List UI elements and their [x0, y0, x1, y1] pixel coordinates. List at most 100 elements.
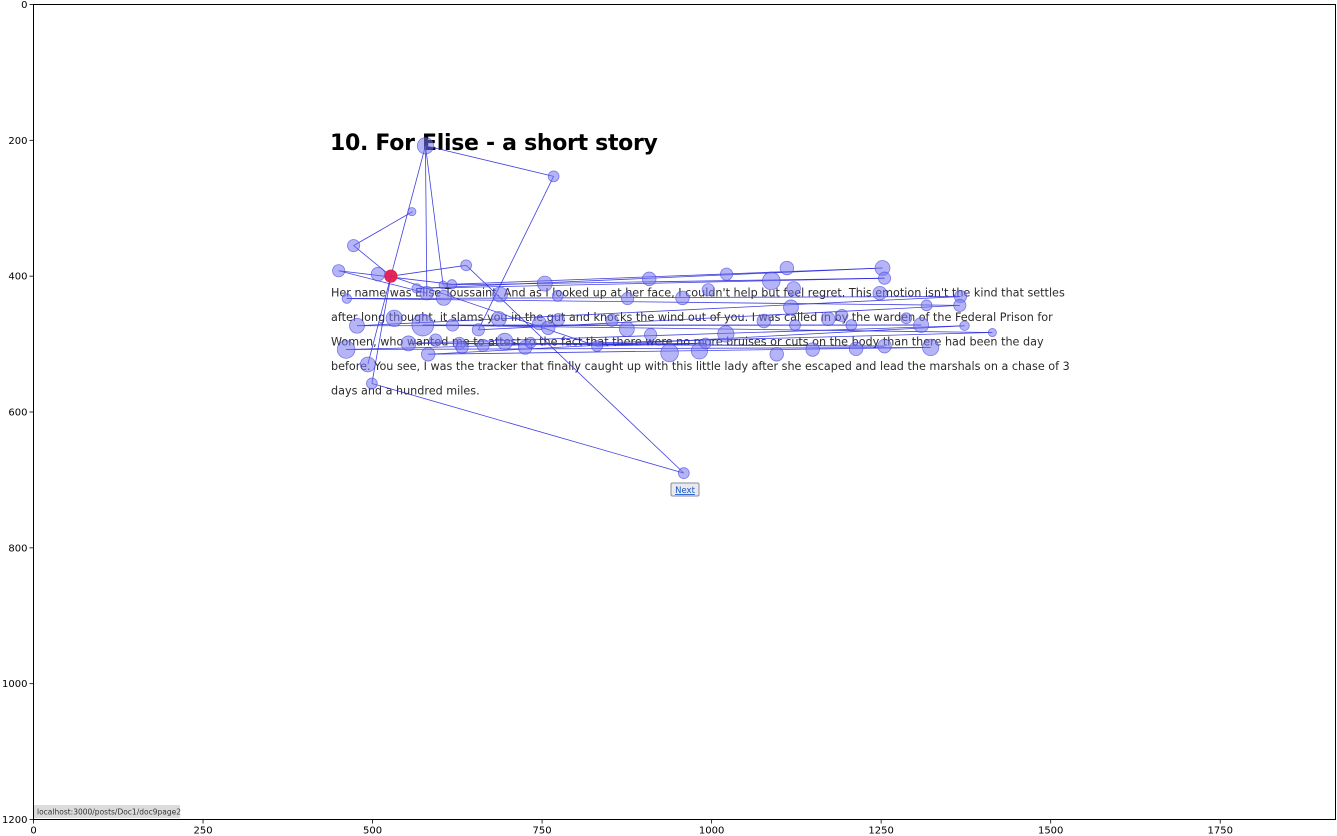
y-tick-label: 1000 [2, 679, 27, 690]
current-fixation-point [384, 269, 398, 283]
fixation-point [359, 356, 376, 373]
fixation-point [821, 311, 836, 327]
fixation-point [411, 283, 422, 294]
fixation-point [446, 279, 458, 290]
fixation-point [848, 341, 864, 357]
y-tick-label: 400 [8, 272, 27, 283]
next-button[interactable]: Next [670, 482, 700, 497]
fixation-point [677, 467, 690, 479]
fixation-point [411, 313, 435, 337]
status-bar: localhost:3000/posts/Doc1/doc9page2 [34, 805, 181, 818]
fixation-point [455, 340, 469, 354]
x-tick-label: 1500 [1038, 826, 1063, 836]
fixation-point [762, 271, 781, 291]
y-tick-label: 0 [21, 0, 27, 11]
y-tick-label: 800 [8, 543, 27, 554]
fixation-point [618, 321, 635, 338]
fixation-point [644, 328, 658, 342]
fixation-point [446, 318, 460, 332]
fixation-point [420, 347, 436, 362]
scanpath-segment [390, 264, 467, 277]
fixation-point [642, 271, 657, 287]
fixation-point [922, 338, 940, 357]
scanpath-segment [428, 325, 965, 355]
scanpath-segment [597, 343, 706, 347]
fixation-point [959, 320, 970, 331]
fixation-point [756, 313, 772, 329]
x-tick-label: 500 [363, 826, 382, 836]
fixation-point [416, 137, 435, 155]
fixation-point [435, 290, 452, 306]
x-tick-label: 1750 [1207, 826, 1232, 836]
fixation-point [786, 281, 801, 296]
fixation-point [349, 317, 365, 334]
fixation-point [341, 293, 352, 304]
scanpath-segment [428, 347, 931, 355]
fixation-point [385, 309, 403, 327]
fixation-point [347, 239, 361, 253]
fixation-point [701, 283, 715, 297]
fixation-point [717, 325, 735, 343]
fixation-point [878, 271, 892, 285]
fixation-point [845, 319, 858, 331]
fixation-point [660, 343, 679, 363]
fixation-point [438, 280, 448, 290]
fixation-point [699, 337, 712, 350]
x-tick-label: 1250 [868, 826, 893, 836]
fixation-point [987, 328, 997, 338]
fixation-point [400, 335, 417, 352]
fixation-point [419, 285, 435, 301]
y-tick-label: 600 [8, 408, 27, 419]
next-button-label[interactable]: Next [675, 486, 695, 496]
y-axis-ticks: 0 200 400 600 800 1000 1200 [2, 0, 34, 826]
fixation-point [429, 333, 443, 347]
fixation-point [805, 342, 820, 357]
scanpath-segment [371, 383, 684, 474]
fixation-point [720, 267, 734, 281]
fixations [332, 137, 997, 479]
paragraph-line: before. You see, I was the tracker that … [331, 360, 1070, 373]
paragraph-line: after long thought, it slams you in the … [331, 311, 1053, 324]
fixation-point [407, 207, 417, 217]
scanpath-segment [346, 347, 931, 350]
y-tick-label: 200 [8, 136, 27, 147]
page-title: 10. For Elise - a short story [330, 131, 658, 156]
status-bar-url: localhost:3000/posts/Doc1/doc9page2 [37, 808, 181, 817]
fixation-point [920, 299, 933, 312]
fixation-point [621, 292, 635, 306]
scanpath-segment [353, 211, 413, 246]
fixation-point [460, 259, 472, 272]
fixation-point [536, 275, 553, 292]
fixation-point [524, 336, 537, 349]
scanpath-segment [443, 277, 885, 286]
fixation-point [675, 290, 690, 306]
fixation-point [872, 285, 888, 301]
scanpath-segment [425, 145, 428, 294]
fixation-point [783, 299, 799, 316]
scanpath-segment [425, 145, 444, 286]
fixation-point [336, 340, 356, 359]
fixation-point [551, 290, 564, 302]
fixation-point [789, 319, 801, 331]
fixation-point [953, 298, 967, 312]
fixation-point [605, 313, 619, 327]
fixation-point [591, 340, 603, 352]
fixation-point [366, 377, 378, 390]
scanpath-segment [367, 276, 392, 365]
fixation-point [769, 347, 784, 362]
fixation-point [332, 264, 346, 278]
scanpath-segment [425, 145, 554, 177]
fixation-point [913, 317, 930, 333]
scanpath-segment [353, 245, 392, 277]
x-tick-label: 750 [533, 826, 552, 836]
fixation-point [476, 338, 490, 352]
fixation-point [492, 286, 508, 303]
scanpath-segment [477, 176, 554, 330]
paragraph-line: days and a hundred miles. [331, 385, 480, 398]
fixation-point [779, 260, 795, 276]
fixation-point [547, 170, 560, 183]
fixation-point [471, 323, 485, 337]
x-tick-label: 1000 [699, 826, 724, 836]
